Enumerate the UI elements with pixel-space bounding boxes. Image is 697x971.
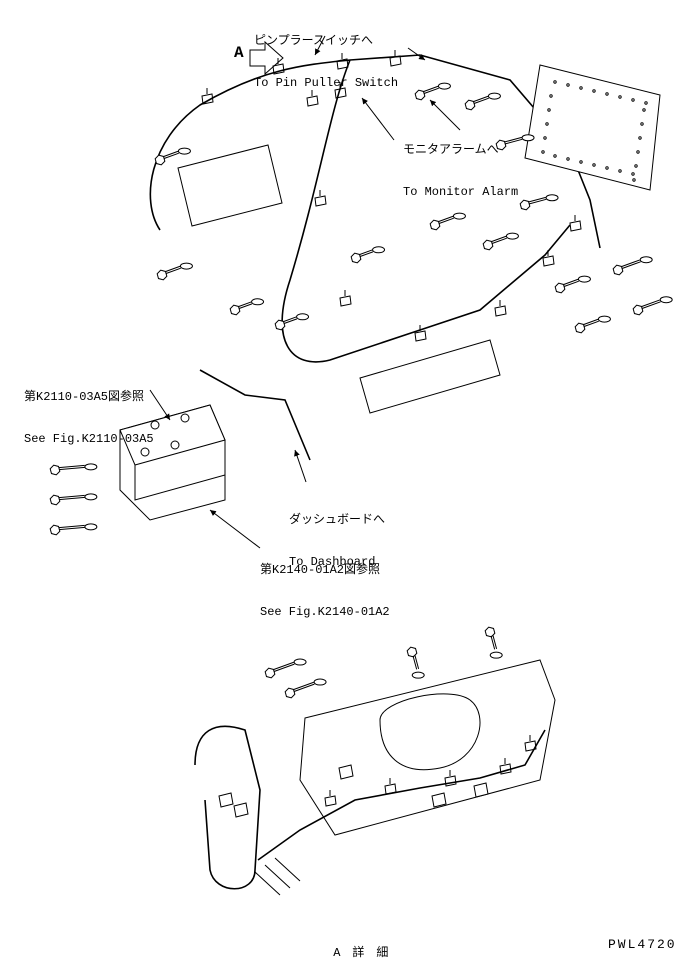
label-detail-a: A 詳 細 Detail A [332, 918, 390, 971]
label-dashboard: ダッシュボードへ To Dashboard [289, 485, 385, 583]
marker-a: A [234, 46, 244, 60]
label-pin-puller: ピンプラースイッチへ To Pin Puller Switch [254, 6, 398, 104]
label-monitor-alarm: モニタアラームへ To Monitor Alarm [403, 115, 518, 213]
drawing-number: PWL4720 [608, 938, 677, 952]
label-see-fig-1: 第K2110-03A5図参照 See Fig.K2110-03A5 [24, 362, 154, 460]
